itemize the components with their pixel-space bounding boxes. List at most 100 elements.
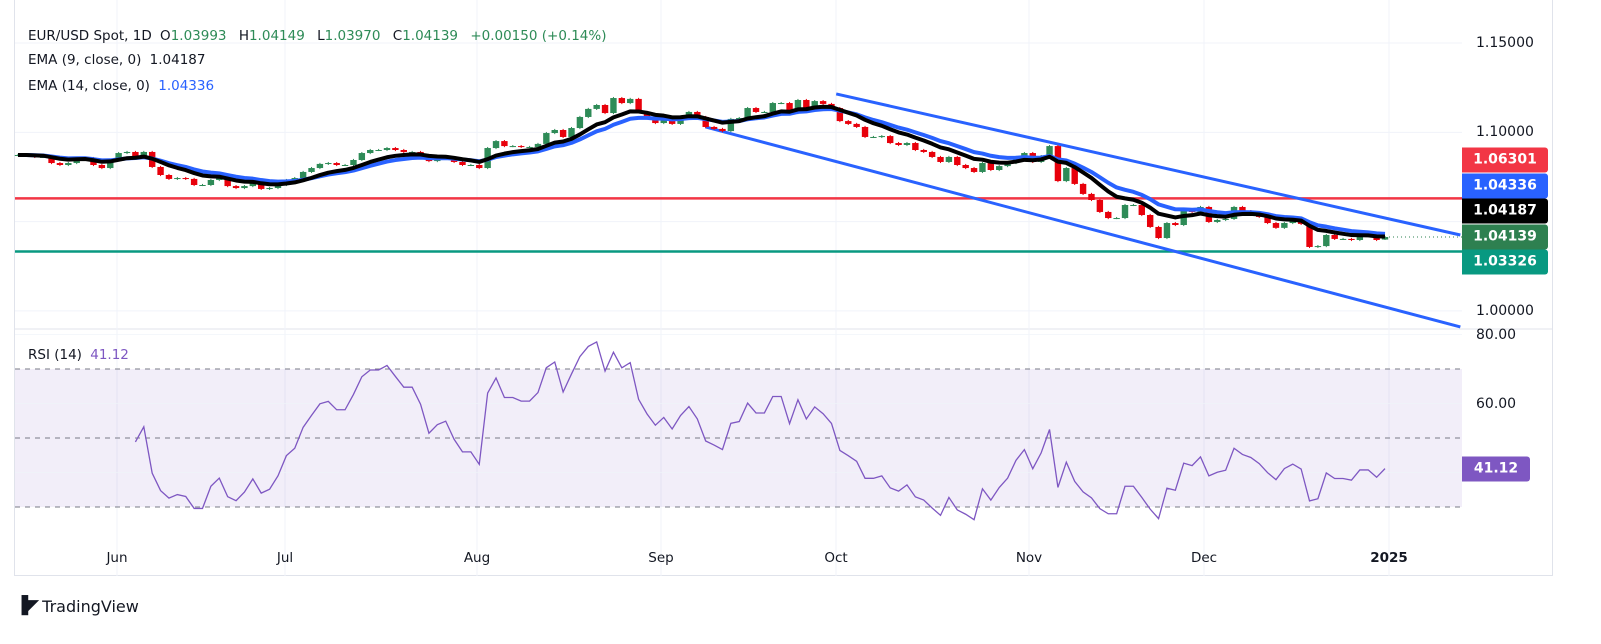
candle-body xyxy=(1021,153,1028,157)
candle-body xyxy=(836,108,844,122)
candle-body xyxy=(819,101,827,104)
candle-body xyxy=(509,146,517,148)
candle-body xyxy=(794,100,802,114)
rsi-tick-label: 60.00 xyxy=(1476,395,1517,412)
candle-body xyxy=(543,133,550,144)
channel-lines xyxy=(705,92,1461,329)
candle-body xyxy=(744,108,751,119)
rsi-value: 41.12 xyxy=(90,347,129,363)
candle-body xyxy=(266,188,273,190)
candle-body xyxy=(568,128,575,137)
candle-body xyxy=(878,136,886,138)
horizontal-lines xyxy=(15,197,1462,253)
candle-body xyxy=(1331,235,1338,239)
candle-body xyxy=(627,98,634,104)
candle-body xyxy=(476,165,483,169)
price-tag: 1.04139 xyxy=(1462,224,1548,249)
rsi-legend[interactable]: RSI (14) 41.12 xyxy=(28,347,133,363)
candle-body xyxy=(559,130,567,137)
candle-body xyxy=(937,156,944,162)
candle-body xyxy=(383,148,391,150)
candle-body xyxy=(895,143,902,145)
candle-body xyxy=(702,116,709,127)
time-tick-label: Jul xyxy=(276,550,294,566)
ema14-value: 1.04336 xyxy=(158,78,215,94)
candle-body xyxy=(954,156,961,165)
candle-body xyxy=(1281,223,1288,228)
candle-body xyxy=(1163,223,1171,239)
candle-body xyxy=(635,98,642,112)
candle-body xyxy=(1348,238,1355,240)
candle-body xyxy=(241,186,248,189)
candle-body xyxy=(727,118,735,132)
candle-body xyxy=(1046,146,1053,157)
rsi-line xyxy=(134,340,1386,521)
candle-body xyxy=(585,108,592,117)
candle-body xyxy=(299,171,307,179)
symbol-title[interactable]: EUR/USD Spot, 1D xyxy=(28,28,152,44)
candle-body xyxy=(1063,168,1070,182)
candle-body xyxy=(115,153,122,160)
close-value: 1.04139 xyxy=(402,28,459,44)
candle-body xyxy=(886,136,894,144)
candle-body xyxy=(1306,223,1313,247)
candle-body xyxy=(517,146,525,148)
candle-body xyxy=(1113,218,1120,220)
candle-body xyxy=(1264,216,1271,224)
change-value: +0.00150 (+0.14%) xyxy=(470,28,607,44)
candle-body xyxy=(920,150,927,152)
candle-body xyxy=(367,150,374,154)
candle-body xyxy=(1222,218,1229,220)
candle-body xyxy=(1155,226,1162,239)
low-value: 1.03970 xyxy=(324,28,381,44)
candle-body xyxy=(1214,220,1221,222)
candle-body xyxy=(643,111,651,119)
candle-body xyxy=(996,166,1003,170)
candle-body xyxy=(1088,193,1095,200)
candle-body xyxy=(987,163,995,170)
grid xyxy=(15,0,1553,576)
tradingview-logo[interactable]: ▐◤ TradingView xyxy=(15,596,139,616)
candle-body xyxy=(786,103,793,114)
candle-body xyxy=(375,150,382,151)
high-label: H xyxy=(238,28,249,44)
close-label: C xyxy=(392,28,403,44)
candle-body xyxy=(970,168,978,172)
candle-body xyxy=(870,136,877,138)
candle-body xyxy=(341,165,349,166)
candle-body xyxy=(979,163,986,172)
candle-body xyxy=(845,121,852,124)
candle-body xyxy=(1339,238,1347,240)
chart-frame xyxy=(14,0,1553,576)
time-tick-label: Nov xyxy=(1015,550,1043,566)
candle-body xyxy=(928,151,936,157)
candle-body xyxy=(459,161,466,165)
candle-body xyxy=(1314,246,1322,248)
candle-body xyxy=(945,156,953,162)
candle-body xyxy=(710,126,718,129)
ema9-label: EMA (9, close, 0) xyxy=(28,52,142,68)
candle-body xyxy=(534,143,542,147)
high-value: 1.04149 xyxy=(248,28,305,44)
price-tag: 1.06301 xyxy=(1462,147,1548,173)
ema9-value: 1.04187 xyxy=(149,52,206,68)
time-tick-label: Jun xyxy=(106,550,128,566)
price-tick-label: 1.00000 xyxy=(1476,302,1534,319)
candle-body xyxy=(912,143,919,150)
time-tick-label: Oct xyxy=(824,550,848,566)
candle-body xyxy=(576,116,584,129)
candle-body xyxy=(140,151,147,157)
open-label: O xyxy=(160,28,171,44)
price-tag: 1.03326 xyxy=(1462,249,1548,275)
candle-body xyxy=(1289,221,1296,224)
ema14-legend[interactable]: EMA (14, close, 0) 1.04336 xyxy=(28,78,218,94)
ema9-legend[interactable]: EMA (9, close, 0) 1.04187 xyxy=(28,52,209,68)
candle-body xyxy=(1130,205,1137,206)
candle-body xyxy=(752,108,760,112)
candle-body xyxy=(1272,223,1280,228)
candle-body xyxy=(526,146,533,148)
candle-body xyxy=(207,180,215,185)
candle-body xyxy=(593,105,600,109)
candle-body xyxy=(1079,183,1087,194)
